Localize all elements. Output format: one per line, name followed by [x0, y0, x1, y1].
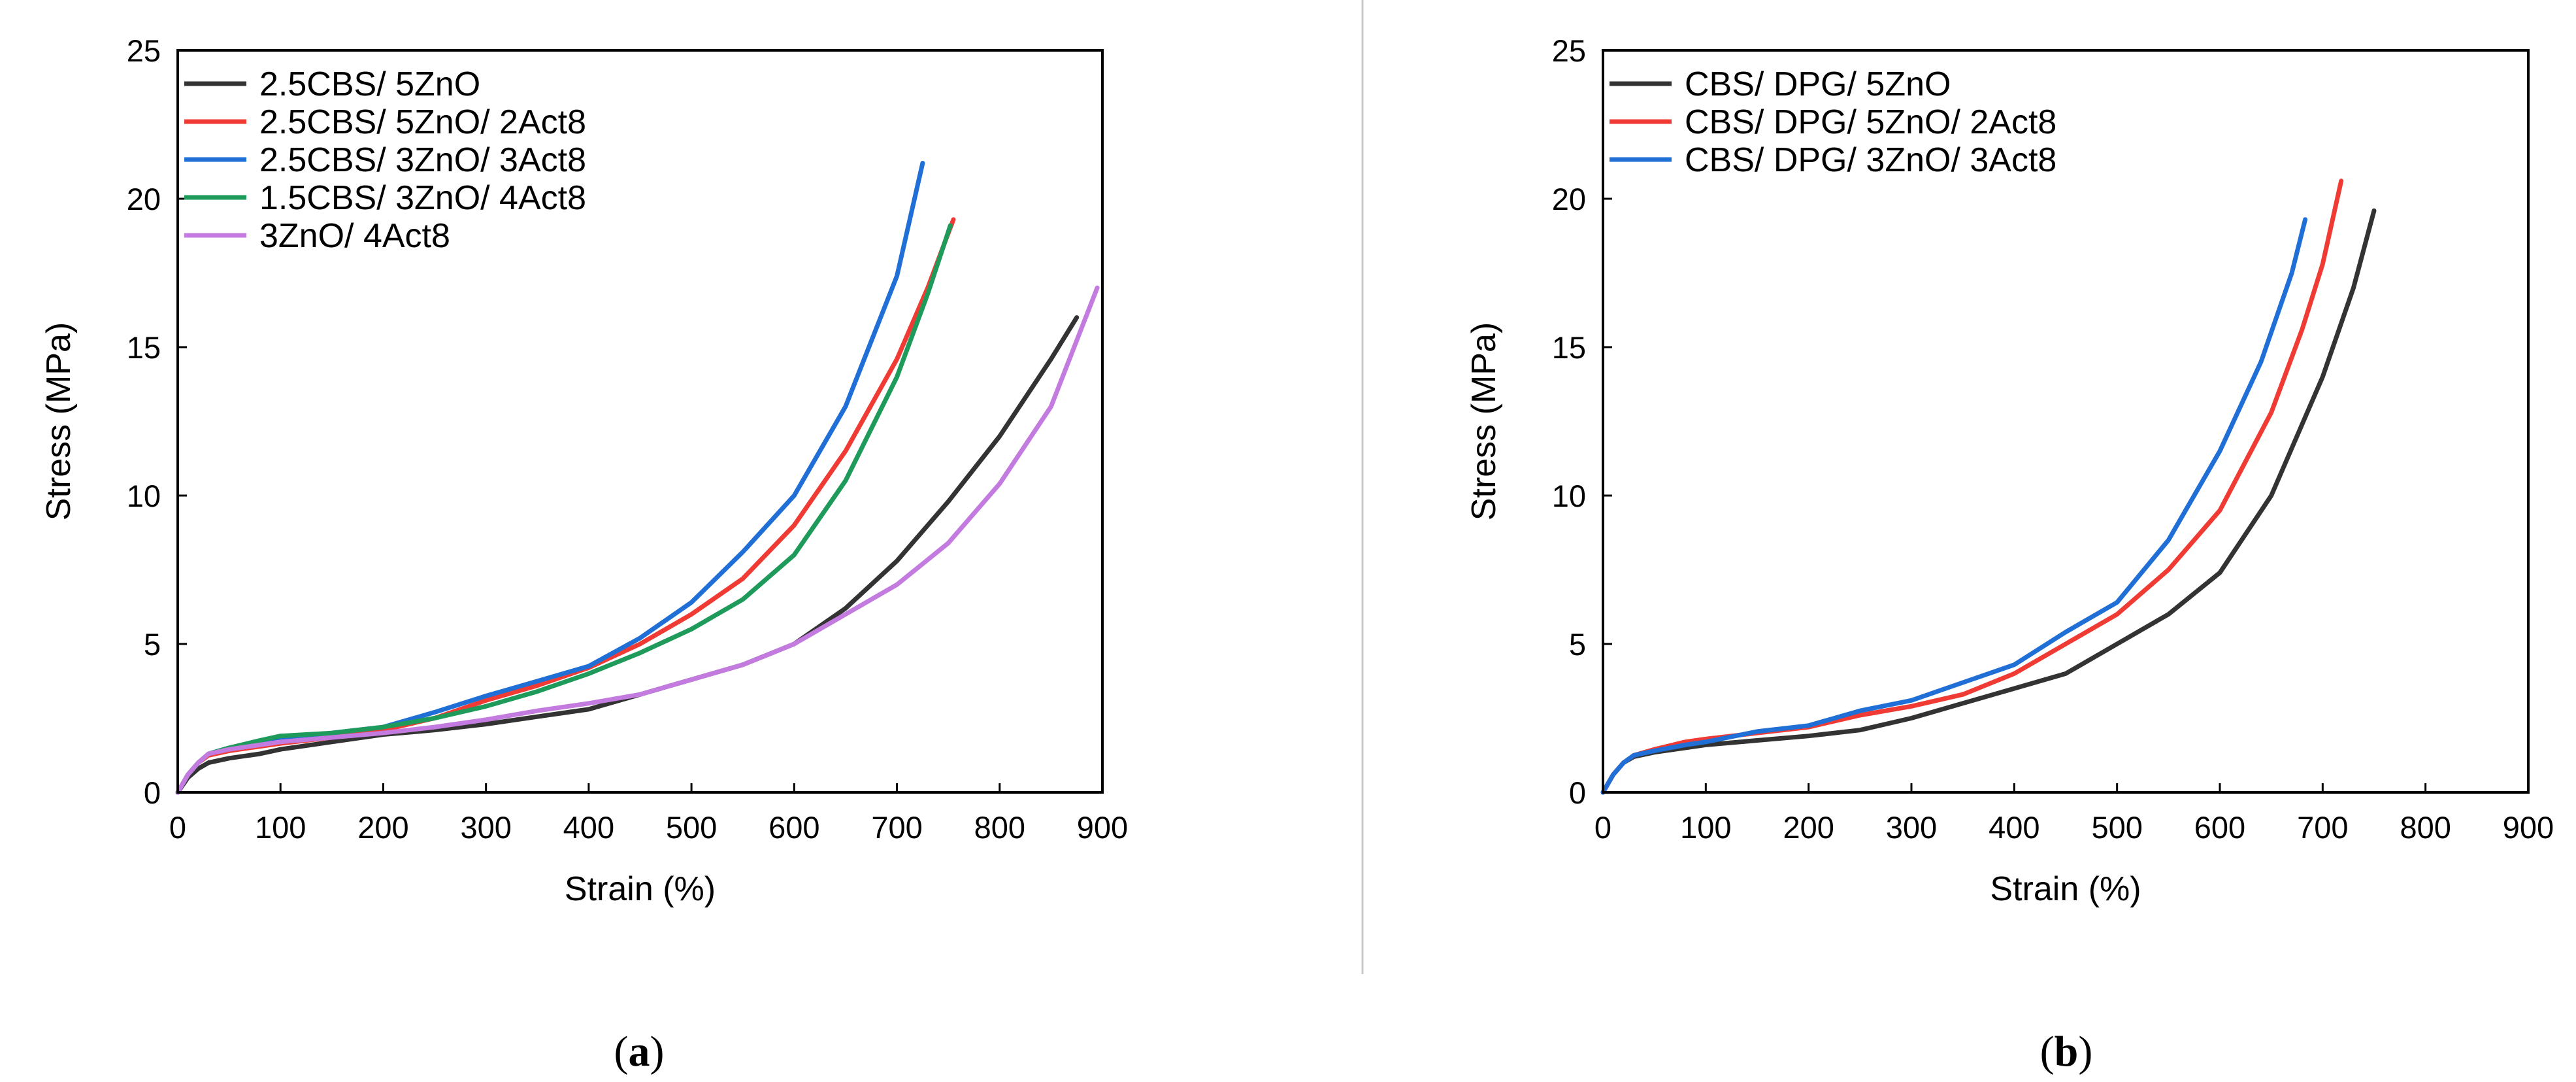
- x-tick-label: 600: [768, 810, 819, 845]
- legend-entry: 2.5CBS/ 5ZnO: [259, 65, 480, 103]
- x-tick-label: 200: [1783, 810, 1834, 845]
- series-line-1: [175, 315, 1080, 795]
- x-axis-label: Strain (%): [565, 870, 716, 908]
- y-axis-label: Stress (MPa): [40, 322, 78, 520]
- caption-letter: a: [629, 1028, 650, 1075]
- caption-letter: b: [2055, 1028, 2079, 1075]
- caption-close: ): [2078, 1028, 2092, 1075]
- y-tick-label: 20: [1552, 182, 1586, 216]
- caption-open: (: [2040, 1028, 2055, 1075]
- y-tick-label: 25: [1552, 33, 1586, 68]
- x-tick-label: 600: [2194, 810, 2245, 845]
- y-tick-label: 0: [1569, 775, 1586, 810]
- y-tick-label: 20: [127, 182, 161, 216]
- series-line-3: [1600, 217, 2308, 795]
- y-tick-label: 10: [127, 479, 161, 513]
- series-line-5: [175, 285, 1100, 795]
- x-tick-label: 100: [255, 810, 306, 845]
- plot-frame: [176, 49, 1104, 794]
- y-tick-label: 0: [144, 775, 161, 810]
- x-tick-label: 200: [357, 810, 408, 845]
- y-tick-label: 25: [127, 33, 161, 68]
- x-tick-label: 100: [1680, 810, 1731, 845]
- x-tick-label: 900: [1077, 810, 1128, 845]
- x-tick-label: 900: [2503, 810, 2554, 845]
- y-tick-label: 10: [1552, 479, 1586, 513]
- legend-entry: 2.5CBS/ 5ZnO/ 2Act8: [259, 103, 586, 141]
- caption-close: ): [650, 1028, 665, 1075]
- x-tick-label: 300: [1886, 810, 1937, 845]
- x-tick-label: 800: [2400, 810, 2451, 845]
- y-axis-label: Stress (MPa): [1465, 322, 1503, 520]
- y-tick-label: 15: [1552, 330, 1586, 365]
- panel-a: 0 100 200 300 400 500 600 700 800 900 0 5 10 15 20 25 St…: [40, 33, 1128, 1075]
- legend-entry: CBS/ DPG/ 3ZnO/ 3Act8: [1685, 141, 2056, 179]
- x-tick-label: 0: [169, 810, 186, 845]
- x-tick-label: 300: [460, 810, 511, 845]
- legend-entry: 3ZnO/ 4Act8: [259, 217, 450, 255]
- panel-caption: (b): [2040, 1028, 2093, 1075]
- legend-entry: 2.5CBS/ 3ZnO/ 3Act8: [259, 141, 586, 179]
- panel-b: 0 100 200 300 400 500 600 700 800 900 0 5 10 15 20 25 St…: [1465, 33, 2554, 1075]
- legend-entry: CBS/ DPG/ 5ZnO/ 2Act8: [1685, 103, 2056, 141]
- x-tick-label: 400: [563, 810, 614, 845]
- x-tick-label: 0: [1594, 810, 1611, 845]
- x-tick-label: 500: [2091, 810, 2142, 845]
- x-axis-label: Strain (%): [1990, 870, 2141, 908]
- panel-caption: (a): [614, 1028, 665, 1075]
- x-tick-label: 700: [2297, 810, 2348, 845]
- caption-open: (: [614, 1028, 629, 1075]
- x-tick-label: 700: [871, 810, 922, 845]
- legend-entry: CBS/ DPG/ 5ZnO: [1685, 65, 1951, 103]
- plot-frame: [1602, 49, 2530, 794]
- y-tick-label: 5: [1569, 627, 1586, 662]
- x-tick-label: 400: [1989, 810, 2039, 845]
- y-tick-label: 15: [127, 330, 161, 365]
- y-tick-label: 5: [144, 627, 161, 662]
- legend-entry: 1.5CBS/ 3ZnO/ 4Act8: [259, 179, 586, 217]
- x-tick-label: 800: [974, 810, 1025, 845]
- x-tick-label: 500: [666, 810, 717, 845]
